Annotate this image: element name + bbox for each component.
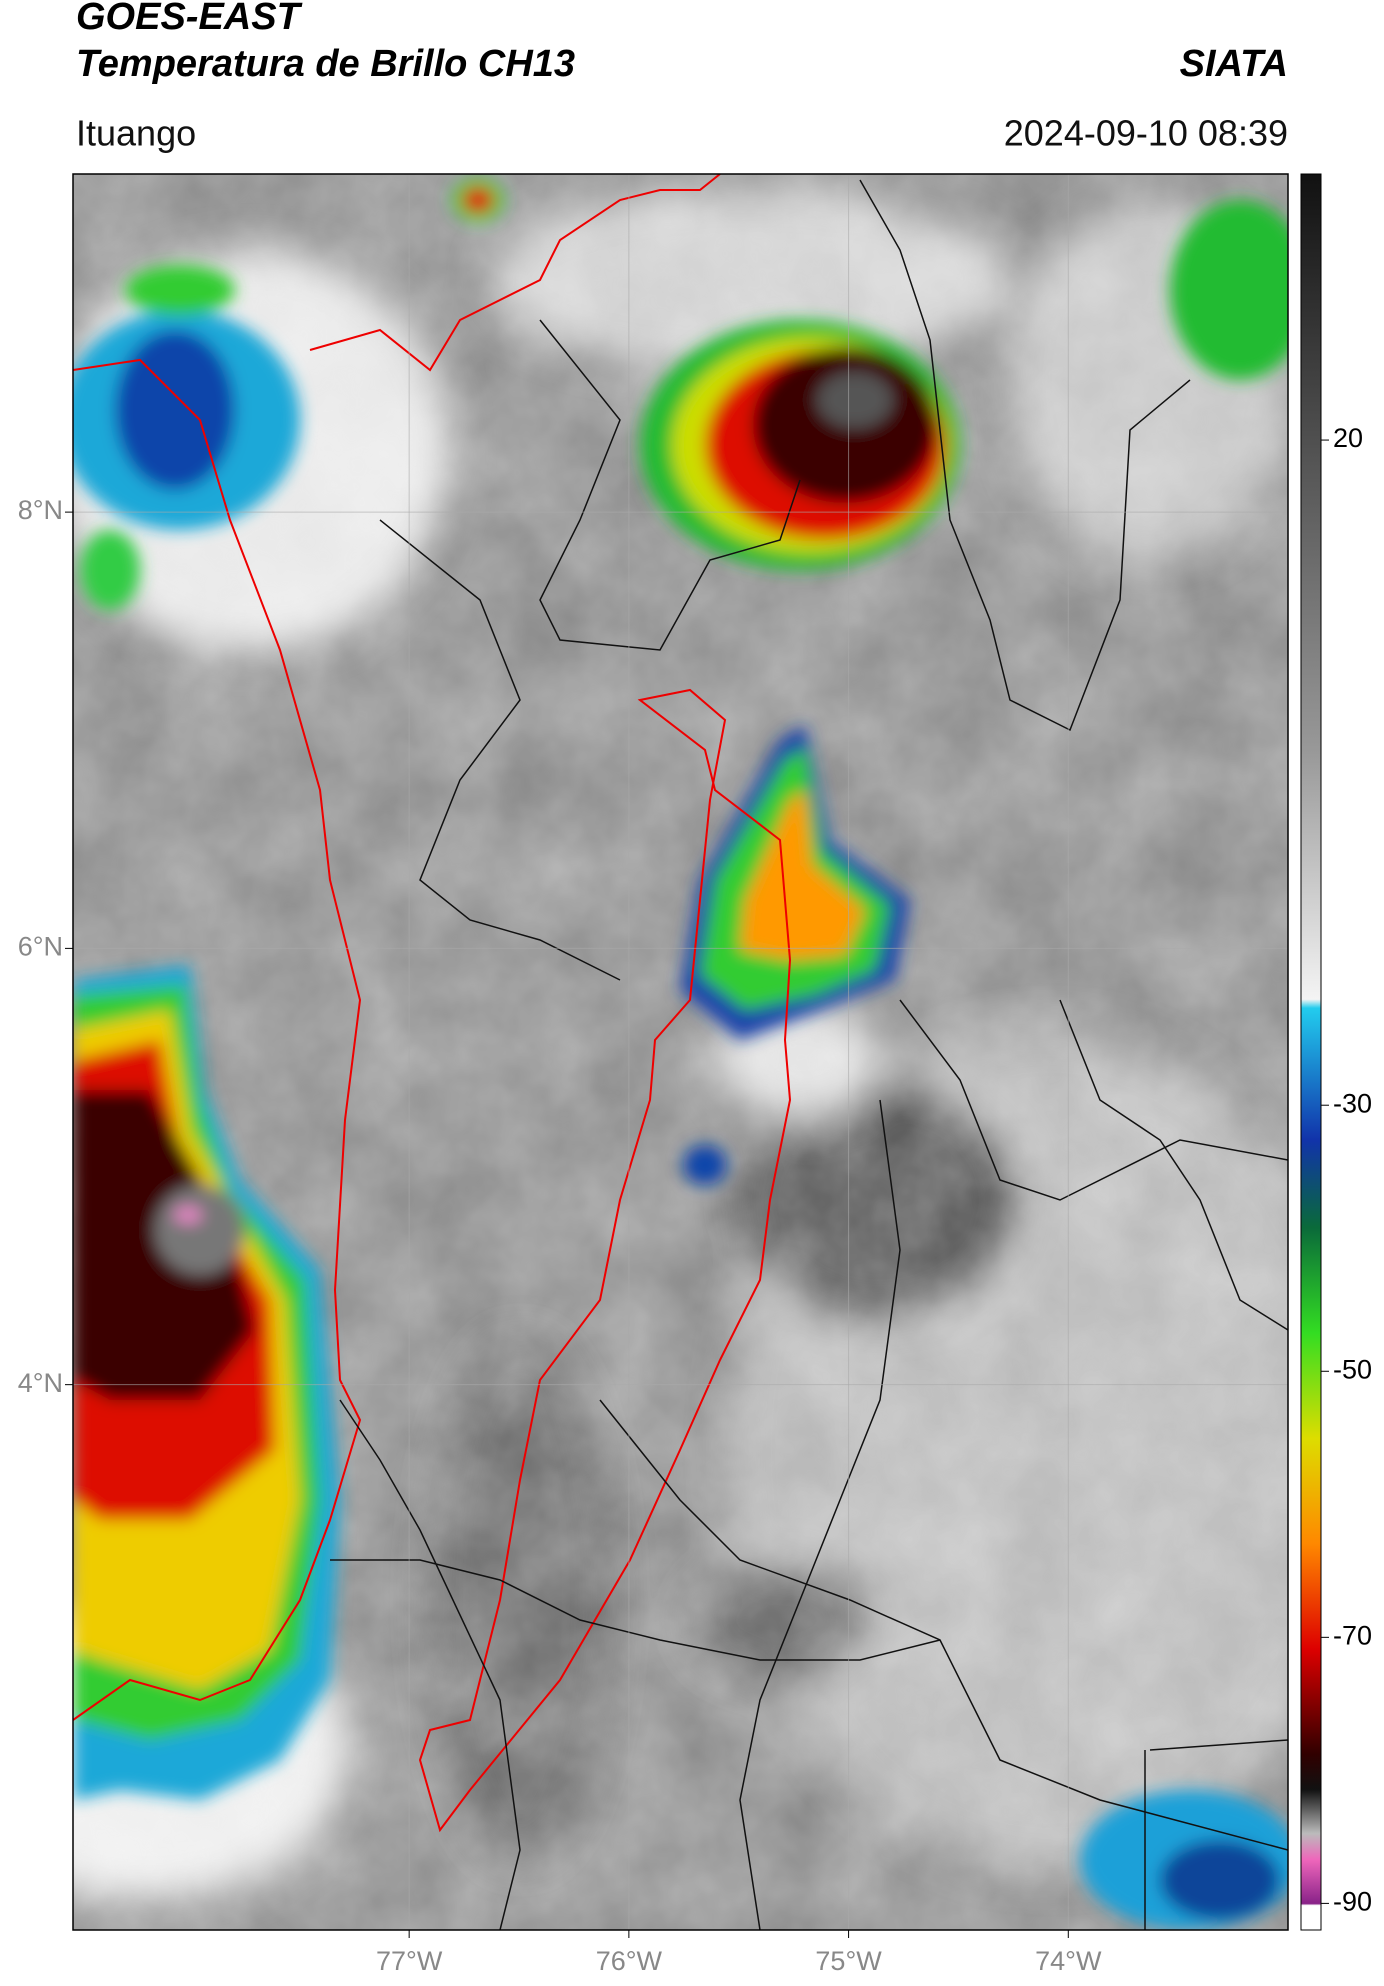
y-tick-label: 4°N bbox=[18, 1368, 63, 1398]
title: GOES-EAST bbox=[76, 0, 303, 38]
satellite-image bbox=[73, 174, 1288, 1930]
x-tick-label: 77°W bbox=[376, 1946, 443, 1976]
y-tick-label: 6°N bbox=[18, 932, 63, 962]
x-tick-label: 75°W bbox=[815, 1946, 882, 1976]
x-tick-label: 76°W bbox=[596, 1946, 663, 1976]
x-tick-label: 74°W bbox=[1035, 1946, 1102, 1976]
colorbar-tick-label: 20 bbox=[1333, 423, 1363, 453]
subtitle: Temperatura de Brillo CH13 bbox=[76, 43, 575, 85]
location: Ituango bbox=[76, 113, 196, 154]
colorbar bbox=[1300, 173, 1322, 1931]
colorbar-tick-label: -90 bbox=[1333, 1887, 1372, 1917]
datetime: 2024-09-10 08:39 bbox=[1004, 113, 1288, 154]
colorbar-tick-label: -70 bbox=[1333, 1620, 1372, 1650]
colorbar-tick-label: -30 bbox=[1333, 1088, 1372, 1118]
colorbar-tick-label: -50 bbox=[1333, 1354, 1372, 1384]
agency: SIATA bbox=[1180, 43, 1288, 85]
y-tick-label: 8°N bbox=[18, 495, 63, 525]
map-frame bbox=[72, 173, 1289, 1931]
